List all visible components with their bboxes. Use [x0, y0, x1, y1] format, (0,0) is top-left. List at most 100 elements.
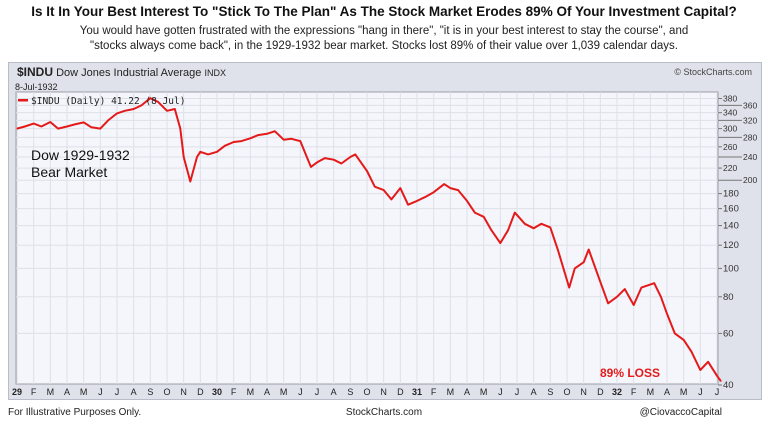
- index-name: Dow Jones Industrial Average: [56, 67, 202, 79]
- data-point: [653, 282, 655, 284]
- data-point: [90, 126, 93, 128]
- y-tick-label: 300: [723, 124, 737, 134]
- x-tick-label: M: [680, 387, 688, 397]
- x-tick-label: S: [147, 387, 153, 397]
- data-point: [189, 180, 191, 183]
- data-point: [174, 108, 176, 110]
- page-title: Is It In Your Best Interest To "Stick To…: [31, 4, 737, 19]
- x-tick-label: M: [647, 387, 655, 397]
- data-point: [166, 110, 168, 112]
- subtitle: You would have gotten frustrated with th…: [0, 24, 768, 54]
- data-point: [433, 191, 435, 193]
- data-point: [524, 223, 526, 225]
- data-point: [390, 198, 393, 200]
- data-point: [116, 112, 118, 115]
- data-point: [310, 166, 312, 168]
- data-point: [466, 200, 468, 202]
- data-point: [549, 226, 551, 229]
- y-tick-label: 380: [723, 94, 737, 104]
- data-point: [266, 133, 268, 135]
- data-point: [224, 145, 226, 147]
- x-tick-label: J: [115, 387, 120, 397]
- data-point: [16, 128, 18, 130]
- data-point: [683, 339, 685, 341]
- data-point: [299, 140, 301, 142]
- data-point: [474, 212, 476, 214]
- x-tick-label: D: [197, 387, 204, 397]
- data-point: [720, 380, 722, 382]
- y-tick-label: 260: [723, 142, 737, 152]
- data-point: [66, 125, 68, 128]
- y-tick-label: 220: [723, 163, 737, 173]
- footer-source: StockCharts.com: [345, 407, 423, 418]
- x-tick-label: M: [447, 387, 455, 397]
- y-tick-label: 240: [743, 152, 757, 162]
- y-tick-label: 360: [743, 100, 757, 110]
- data-point: [443, 183, 445, 185]
- x-tick-label: 32: [612, 387, 622, 397]
- data-point: [407, 204, 409, 206]
- y-tick-label: 180: [723, 189, 739, 200]
- data-point: [74, 123, 76, 126]
- x-tick-label: M: [247, 387, 255, 397]
- y-tick-label: 60: [723, 328, 734, 339]
- data-point: [240, 140, 243, 142]
- data-point: [199, 151, 201, 153]
- data-point: [183, 156, 185, 158]
- data-point: [340, 162, 343, 165]
- data-point: [257, 134, 259, 136]
- data-point: [690, 351, 693, 353]
- data-point: [449, 187, 451, 189]
- x-tick-label: N: [180, 387, 187, 397]
- data-point: [660, 296, 662, 298]
- data-point: [124, 110, 126, 112]
- data-point: [354, 153, 356, 155]
- x-tick-label: A: [64, 387, 70, 397]
- data-point: [483, 216, 485, 218]
- data-point: [216, 151, 218, 153]
- chart-date: 8-Jul-1932: [15, 82, 58, 92]
- x-tick-label: A: [664, 387, 670, 397]
- data-point: [133, 108, 135, 110]
- data-point: [624, 288, 626, 290]
- x-tick-label: J: [498, 387, 503, 397]
- x-tick-label: A: [331, 387, 337, 397]
- data-point: [583, 261, 585, 263]
- data-point: [666, 313, 668, 315]
- data-point: [40, 125, 43, 128]
- data-point: [283, 139, 285, 141]
- x-tick-label: O: [163, 387, 170, 397]
- data-point: [333, 159, 335, 161]
- data-point: [274, 130, 276, 132]
- y-tick-label: 120: [723, 240, 739, 251]
- x-tick-label: S: [547, 387, 553, 397]
- y-tick-label: 340: [723, 108, 737, 118]
- y-tick-label: 320: [743, 115, 757, 125]
- x-tick-label: J: [698, 387, 703, 397]
- x-tick-label: O: [563, 387, 570, 397]
- data-point: [140, 104, 143, 107]
- x-tick-label: N: [580, 387, 587, 397]
- x-tick-label: 29: [12, 387, 22, 397]
- symbol: $INDU: [17, 65, 54, 79]
- data-point: [574, 267, 576, 270]
- y-tick-label: 140: [723, 221, 739, 232]
- x-tick-label: M: [47, 387, 55, 397]
- y-tick-label: 100: [723, 263, 739, 274]
- data-point: [416, 200, 418, 202]
- data-point: [568, 286, 570, 289]
- x-tick-label: A: [464, 387, 470, 397]
- x-tick-label: N: [380, 387, 387, 397]
- data-point: [157, 101, 159, 103]
- data-point: [374, 186, 376, 188]
- y-tick-label: 80: [723, 292, 734, 303]
- x-tick-label: F: [231, 387, 237, 397]
- x-tick-label: F: [31, 387, 37, 397]
- y-tick-label: 280: [743, 132, 757, 142]
- data-point: [57, 128, 59, 130]
- data-point: [324, 157, 326, 159]
- x-tick-label: M: [280, 387, 288, 397]
- data-point: [383, 189, 385, 191]
- data-point: [366, 170, 368, 172]
- data-point: [633, 304, 635, 306]
